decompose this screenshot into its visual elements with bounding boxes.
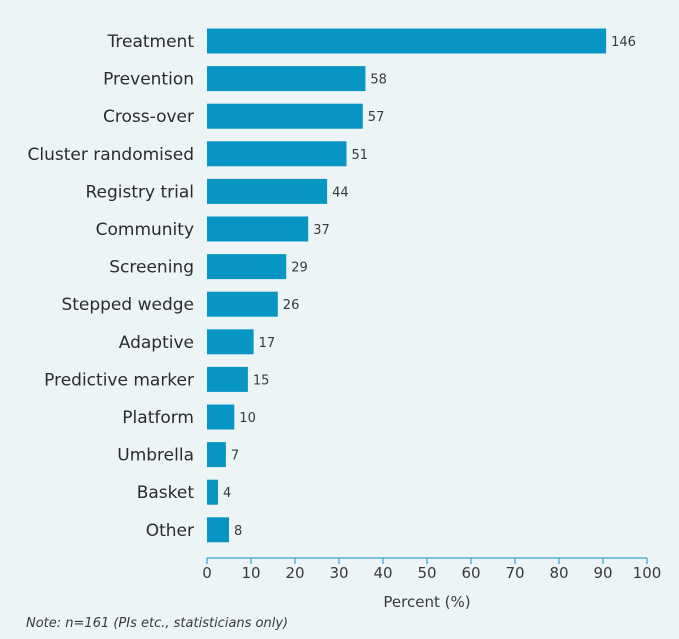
category-labels: Treatment Prevention Cross-over Cluster ran… bbox=[27, 32, 194, 541]
category-label: Basket bbox=[137, 483, 195, 503]
bars-group bbox=[207, 28, 607, 543]
bar-prevention bbox=[207, 66, 366, 92]
category-label: Treatment bbox=[106, 32, 194, 52]
value-label: 146 bbox=[611, 35, 636, 50]
x-tick-label: 10 bbox=[241, 564, 260, 582]
value-labels: 146 58 57 51 44 37 29 26 17 15 10 7 4 8 bbox=[223, 35, 636, 539]
category-label: Cluster randomised bbox=[27, 145, 194, 165]
value-label: 58 bbox=[370, 73, 387, 88]
bar-registry-trial bbox=[207, 178, 328, 204]
x-tick-label: 100 bbox=[633, 564, 662, 582]
x-tick-label: 60 bbox=[461, 564, 480, 582]
bar-screening bbox=[207, 254, 287, 280]
value-label: 37 bbox=[313, 223, 330, 238]
bar-treatment bbox=[207, 28, 607, 54]
x-tick-label: 40 bbox=[373, 564, 392, 582]
x-axis-title: Percent (%) bbox=[383, 593, 470, 611]
x-axis: 0 10 20 30 40 50 60 70 80 90 100 bbox=[202, 557, 662, 582]
category-label: Stepped wedge bbox=[61, 295, 194, 315]
category-label: Umbrella bbox=[117, 446, 194, 466]
value-label: 44 bbox=[332, 185, 349, 200]
x-tick-label: 20 bbox=[285, 564, 304, 582]
value-label: 10 bbox=[239, 411, 256, 426]
bar-stepped-wedge bbox=[207, 291, 278, 317]
chart-note: Note: n=161 (PIs etc., statisticians onl… bbox=[26, 616, 289, 631]
bar-other bbox=[207, 517, 229, 543]
category-label: Other bbox=[146, 521, 194, 541]
bar-platform bbox=[207, 404, 235, 430]
value-label: 29 bbox=[291, 261, 308, 276]
x-tick-label: 80 bbox=[549, 564, 568, 582]
x-tick-label: 30 bbox=[329, 564, 348, 582]
value-label: 4 bbox=[223, 486, 231, 501]
category-label: Screening bbox=[109, 258, 194, 278]
category-label: Prevention bbox=[103, 70, 194, 90]
category-label: Cross-over bbox=[103, 107, 194, 127]
value-label: 51 bbox=[352, 148, 369, 163]
bar-cross-over bbox=[207, 103, 363, 129]
category-label: Adaptive bbox=[119, 333, 194, 353]
x-tick-label: 50 bbox=[417, 564, 436, 582]
value-label: 8 bbox=[234, 524, 242, 539]
value-label: 26 bbox=[283, 298, 300, 313]
x-tick-label: 70 bbox=[505, 564, 524, 582]
x-tick-label: 90 bbox=[593, 564, 612, 582]
bar-cluster-randomised bbox=[207, 141, 347, 167]
category-label: Platform bbox=[122, 408, 194, 428]
category-label: Community bbox=[96, 220, 194, 240]
bar-umbrella bbox=[207, 442, 226, 468]
value-label: 17 bbox=[259, 336, 276, 351]
bar-predictive-marker bbox=[207, 366, 248, 392]
bar-community bbox=[207, 216, 309, 242]
category-label: Registry trial bbox=[85, 182, 194, 202]
value-label: 7 bbox=[231, 449, 239, 464]
value-label: 15 bbox=[253, 373, 270, 388]
category-label: Predictive marker bbox=[44, 370, 194, 390]
x-tick-label: 0 bbox=[202, 564, 212, 582]
value-label: 57 bbox=[368, 110, 385, 125]
bar-adaptive bbox=[207, 329, 254, 355]
bar-basket bbox=[207, 479, 218, 505]
